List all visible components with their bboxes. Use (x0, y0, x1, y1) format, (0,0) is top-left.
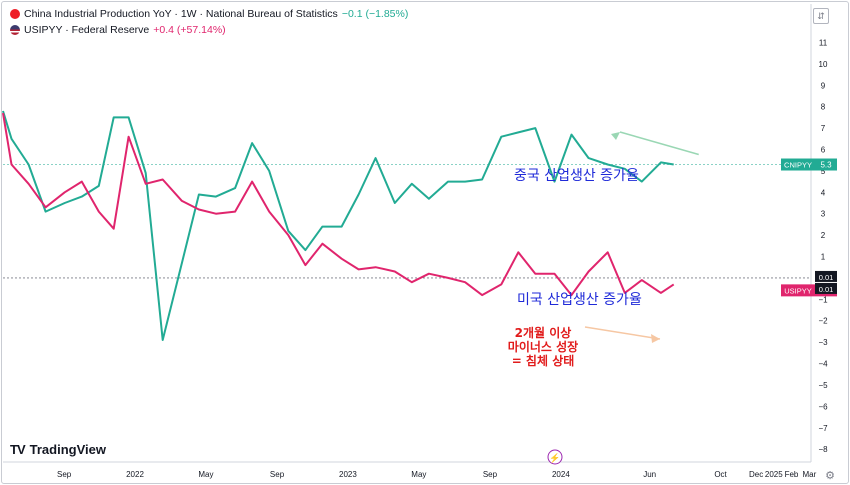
x-tick-label: Dec (749, 470, 763, 479)
x-tick-label: Sep (270, 470, 285, 479)
y-tick-label: −4 (818, 360, 828, 369)
y-tick-label: −8 (818, 445, 828, 454)
y-tick-label: 7 (821, 124, 826, 133)
china-price-badge-label-bg (781, 158, 815, 171)
us-flag-icon (10, 25, 20, 35)
us-price-badge-label-bg (781, 284, 815, 297)
x-tick-label: 2023 (339, 470, 357, 479)
legend-us-change: +0.4 (+57.14%) (153, 24, 226, 36)
y-tick-label: −1 (818, 295, 828, 304)
china-price-badge[interactable]: CNIPYY 5.3 (781, 158, 837, 171)
annotation-recession-3: = 침체 상태 (512, 353, 575, 368)
us-price-badge-label: USIPYY (784, 286, 812, 295)
annotation-china: 중국 산업생산 증가율 (514, 168, 639, 184)
y-tick-label: 3 (821, 210, 826, 219)
y-tick-label: 8 (821, 103, 826, 112)
y-tick-label: −7 (818, 424, 828, 433)
y-tick-label: −5 (818, 381, 828, 390)
tradingview-logo: TV TradingView (10, 442, 106, 457)
tradingview-logo-text: TradingView (29, 442, 106, 457)
china-price-badge-value: 5.3 (820, 161, 832, 170)
y-tick-label: 4 (821, 188, 826, 197)
y-tick-label: 1 (821, 253, 826, 262)
y-tick-label: 2 (821, 231, 826, 240)
x-tick-label: Jun (643, 470, 656, 479)
x-tick-label: Oct (714, 470, 727, 479)
us-trend-arrow (584, 326, 661, 340)
zero-badge-top: 0.01 (819, 273, 834, 282)
x-tick-label: Sep (57, 470, 72, 479)
x-tick-label: May (411, 470, 426, 479)
cn-flag-icon (10, 9, 20, 19)
china-trend-arrowhead (611, 132, 620, 140)
legend-china-change: −0.1 (−1.85%) (341, 8, 409, 20)
legend-china[interactable]: China Industrial Production YoY · 1W · N… (10, 8, 408, 20)
legend-china-title: China Industrial Production YoY · 1W · N… (24, 8, 338, 20)
x-tick-label: Mar (802, 470, 816, 479)
x-tick-label: Feb (785, 470, 799, 479)
annotation-recession-2: 마이너스 성장 (508, 339, 578, 354)
lightning-glyph: ⚡ (549, 452, 560, 464)
x-tick-label: Sep (483, 470, 498, 479)
x-tick-label: 2022 (126, 470, 144, 479)
legend-us-title: USIPYY · Federal Reserve (24, 24, 150, 36)
y-tick-label: −3 (818, 338, 828, 347)
us-series-line[interactable] (2, 112, 675, 297)
chart-toggle-icon[interactable]: ⇵ (813, 8, 829, 24)
y-tick-label: −2 (818, 317, 828, 326)
annotation-us: 미국 산업생산 증가율 (517, 292, 642, 308)
annotation-recession-1: 2개월 이상 (515, 325, 572, 340)
gear-icon: ⚙ (825, 470, 835, 482)
zero-badge-top-bg (815, 270, 837, 282)
x-tick-label: 2025 (765, 470, 783, 479)
y-tick-label: 5 (821, 167, 826, 176)
us-trend-arrowhead (651, 334, 660, 343)
china-series-line[interactable] (2, 110, 674, 341)
lightning-icon[interactable] (547, 449, 563, 465)
china-price-badge-value-bg (815, 158, 837, 171)
y-tick-label: 6 (821, 146, 826, 155)
x-tick-label: 2024 (552, 470, 570, 479)
y-tick-label: 10 (819, 60, 828, 69)
china-price-badge-label: CNIPYY (784, 161, 812, 170)
zero-badge-bottom: 0.01 (819, 285, 834, 294)
y-tick-label: −6 (818, 402, 828, 411)
zero-badge-bottom-bg (815, 282, 837, 294)
y-tick-label: 9 (821, 81, 826, 90)
x-tick-label: May (198, 470, 213, 479)
y-tick-label: 11 (819, 39, 828, 48)
tradingview-logo-icon: TV (10, 442, 26, 457)
china-trend-arrow (619, 131, 699, 156)
legend-us[interactable]: USIPYY · Federal Reserve +0.4 (+57.14%) (10, 24, 226, 36)
